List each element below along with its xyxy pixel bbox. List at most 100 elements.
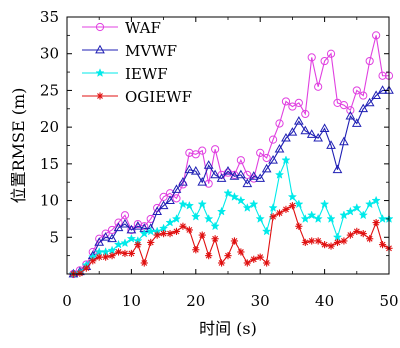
data-point xyxy=(268,202,278,212)
marker-stroke xyxy=(179,223,186,230)
data-point xyxy=(345,110,356,120)
marker-stroke xyxy=(373,219,380,226)
marker-stroke xyxy=(360,230,367,237)
data-point xyxy=(165,217,175,227)
data-point xyxy=(166,230,174,238)
data-point xyxy=(120,238,130,248)
data-point xyxy=(321,241,329,249)
legend-marker xyxy=(95,44,105,54)
data-point xyxy=(216,173,227,182)
marker-stroke xyxy=(96,254,103,261)
data-point xyxy=(288,202,296,210)
marker-stroke xyxy=(366,235,373,242)
data-point xyxy=(210,221,220,231)
y-tick-label: 25 xyxy=(40,81,59,99)
y-tick-label: 35 xyxy=(40,8,59,26)
data-point xyxy=(255,214,265,223)
data-point xyxy=(339,136,349,146)
data-point xyxy=(224,252,232,260)
data-point xyxy=(282,205,290,213)
data-point xyxy=(274,169,285,179)
data-point xyxy=(313,214,323,223)
data-point xyxy=(377,214,388,223)
marker-stroke xyxy=(295,223,302,230)
data-point xyxy=(203,160,214,169)
marker-stroke xyxy=(97,93,103,99)
legend: WAF MVWF IEWF OGIEWF xyxy=(82,19,192,106)
data-point xyxy=(114,248,123,256)
marker-stroke xyxy=(128,250,135,257)
data-point xyxy=(378,71,387,80)
data-point xyxy=(113,239,124,249)
legend-label: WAF xyxy=(125,19,161,37)
data-point xyxy=(107,233,117,243)
marker-stroke xyxy=(321,241,328,248)
data-point xyxy=(308,237,316,245)
data-point xyxy=(269,213,277,221)
data-point xyxy=(301,238,309,247)
data-point xyxy=(89,257,97,265)
marker-stroke xyxy=(173,228,180,235)
data-point xyxy=(326,140,336,149)
data-point xyxy=(281,132,291,142)
data-point xyxy=(261,226,272,236)
data-point xyxy=(326,214,336,223)
marker-stroke xyxy=(225,252,231,259)
data-point xyxy=(314,237,322,245)
marker-stroke xyxy=(115,249,122,255)
data-point xyxy=(172,227,181,236)
data-point xyxy=(359,230,367,238)
x-tick-label: 30 xyxy=(251,292,270,310)
marker-stroke xyxy=(347,232,354,239)
legend-entry-mvwf: MVWF xyxy=(82,42,177,60)
data-point xyxy=(340,237,348,245)
data-point xyxy=(372,219,380,227)
marker-stroke xyxy=(109,252,116,259)
y-tick-label: 30 xyxy=(40,45,59,63)
data-point xyxy=(94,237,105,246)
data-point xyxy=(236,156,245,165)
marker-stroke xyxy=(340,238,347,244)
data-point xyxy=(287,127,298,136)
data-point xyxy=(268,154,278,164)
marker-stroke xyxy=(263,260,270,266)
data-point xyxy=(351,118,362,127)
data-point xyxy=(236,169,246,179)
legend-label: IEWF xyxy=(125,65,168,83)
data-point xyxy=(372,31,381,40)
data-point xyxy=(184,200,195,210)
data-point xyxy=(179,222,187,230)
legend-label: MVWF xyxy=(125,42,177,60)
data-point xyxy=(358,210,368,220)
marker-stroke xyxy=(122,250,128,257)
data-point xyxy=(211,145,220,154)
data-point xyxy=(165,195,175,204)
data-point xyxy=(262,153,271,163)
data-point xyxy=(332,164,343,174)
x-axis-title: 时间 (s) xyxy=(199,319,257,338)
marker-stroke xyxy=(147,239,154,246)
marker-stroke xyxy=(83,265,90,272)
data-point xyxy=(339,101,349,110)
data-point xyxy=(178,176,188,186)
data-point xyxy=(229,191,240,201)
marker-stroke xyxy=(102,254,109,261)
data-point xyxy=(242,202,252,212)
data-point xyxy=(294,98,303,108)
marker-stroke xyxy=(250,256,257,263)
plot-frame xyxy=(66,16,390,275)
marker-stroke xyxy=(218,260,225,266)
data-point xyxy=(301,109,310,119)
data-point xyxy=(198,146,207,155)
data-point xyxy=(300,125,311,135)
data-point xyxy=(171,184,182,193)
marker-stroke xyxy=(231,238,238,244)
data-point xyxy=(255,173,266,182)
marker-stroke xyxy=(283,206,289,213)
legend-marker xyxy=(95,68,105,77)
data-point xyxy=(197,176,208,186)
marker-stroke xyxy=(270,213,277,220)
data-point xyxy=(197,199,207,209)
